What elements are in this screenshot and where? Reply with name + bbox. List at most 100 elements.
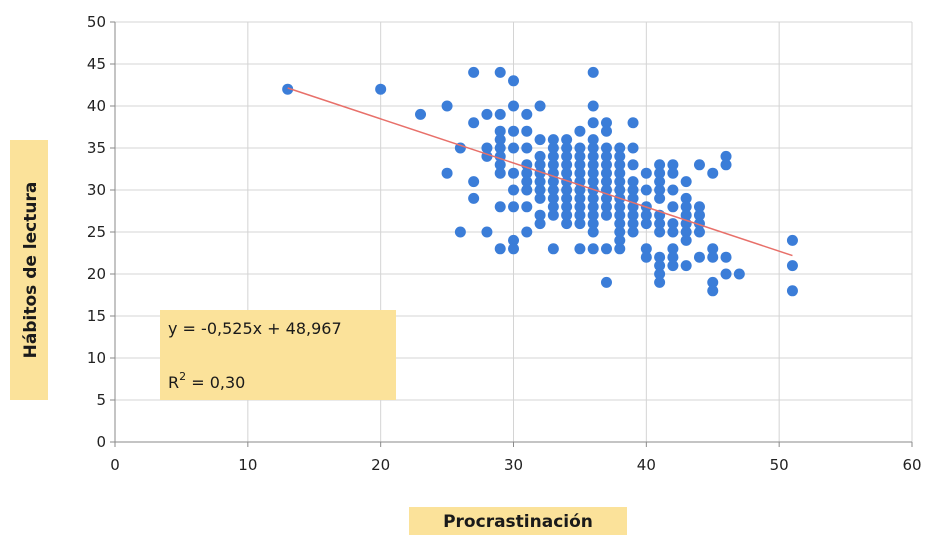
data-point [786,260,798,272]
data-point [481,226,493,238]
trendline [287,87,793,257]
data-point [494,159,506,171]
data-point [574,209,586,221]
y-tick-label: 45 [87,55,106,73]
data-point [561,209,573,221]
data-point [680,192,692,204]
data-point [627,226,639,238]
data-point [640,184,652,196]
data-point [587,218,599,230]
data-point [494,201,506,213]
data-point [454,142,466,154]
data-point [547,184,559,196]
data-point [667,201,679,213]
data-point [547,209,559,221]
data-point [508,100,519,112]
data-point [415,108,427,120]
r-squared-superscript: 2 [179,370,186,383]
data-point [640,167,652,179]
data-point [521,142,533,154]
data-point [468,117,480,129]
data-point [640,218,652,230]
data-point [587,100,599,112]
data-point [574,167,586,179]
data-point [561,134,573,146]
data-point [614,226,626,238]
data-point [574,243,586,255]
data-point [574,218,586,230]
data-point [693,226,705,238]
x-tick-label: 60 [902,456,921,474]
data-point [667,243,679,255]
data-point [574,192,586,204]
data-point [627,209,639,221]
data-point [654,192,666,204]
data-point [508,184,519,196]
x-tick-label: 40 [637,456,656,474]
y-tick-label: 30 [87,181,106,199]
data-point [614,209,626,221]
data-point [508,234,519,246]
y-tick-label: 50 [87,13,106,31]
data-point [627,117,639,129]
x-axis-title-box [409,507,627,535]
data-point [680,209,692,221]
data-point [561,150,573,162]
data-point [640,209,652,221]
data-point [680,201,692,213]
data-point [534,134,546,146]
data-point [521,176,533,188]
data-point [587,167,599,179]
data-point [720,251,732,263]
data-point [733,268,745,280]
data-point [494,66,506,78]
data-point [561,176,573,188]
data-point [494,243,506,255]
data-point [654,226,666,238]
y-tick-label: 40 [87,97,106,115]
data-point [468,66,480,78]
data-point [375,83,387,95]
data-points [282,66,798,297]
data-point [667,167,679,179]
data-point [614,184,626,196]
data-point [547,201,559,213]
y-axis-title: Hábitos de lectura [21,182,41,359]
y-tick-label: 20 [87,265,106,283]
data-point [707,167,719,179]
tick-labels: 0 5 10 15 20 25 30 35 40 45 50 0 10 20 30 40 50 60 [87,13,922,474]
data-point [654,176,666,188]
data-point [521,167,533,179]
data-point [600,243,612,255]
data-point [468,192,480,204]
data-point [654,159,666,171]
x-tick-label: 0 [110,456,120,474]
trendline-layer [287,87,793,257]
data-point [667,184,679,196]
data-point [667,251,679,263]
data-point [667,226,679,238]
data-point [680,226,692,238]
data-point [614,150,626,162]
data-point [441,167,453,179]
x-tick-label: 20 [371,456,390,474]
data-point [494,108,506,120]
data-point [282,83,294,95]
data-point [654,276,666,288]
data-point [600,209,612,221]
data-point [600,150,612,162]
data-point [600,276,612,288]
data-point [640,251,652,263]
data-point [707,285,719,297]
data-point [654,251,666,263]
data-point [614,167,626,179]
data-point [574,142,586,154]
data-point [547,134,559,146]
data-point [547,150,559,162]
axes [110,21,913,447]
data-point [574,184,586,196]
data-point [614,142,626,154]
y-tick-label: 25 [87,223,106,241]
data-point [600,125,612,137]
